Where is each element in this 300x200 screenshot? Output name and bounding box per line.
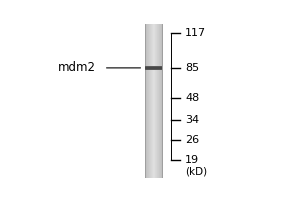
Bar bbox=[154, 24, 155, 178]
Bar bbox=[160, 24, 161, 178]
Bar bbox=[156, 24, 157, 178]
Bar bbox=[157, 24, 158, 178]
Bar bbox=[153, 24, 154, 178]
Bar bbox=[145, 24, 146, 178]
Bar bbox=[155, 24, 156, 178]
Bar bbox=[161, 24, 162, 178]
Bar bbox=[146, 68, 162, 69]
Bar bbox=[150, 24, 151, 178]
Text: 19: 19 bbox=[185, 155, 199, 165]
Bar bbox=[154, 24, 155, 178]
Bar bbox=[151, 24, 152, 178]
Bar bbox=[149, 24, 150, 178]
Bar bbox=[151, 24, 152, 178]
Bar bbox=[161, 24, 162, 178]
Bar bbox=[145, 24, 146, 178]
Bar bbox=[146, 67, 162, 68]
Bar bbox=[150, 24, 151, 178]
Bar bbox=[146, 68, 162, 69]
Text: 85: 85 bbox=[185, 63, 199, 73]
Bar bbox=[152, 24, 153, 178]
Bar bbox=[158, 24, 159, 178]
Bar bbox=[146, 66, 162, 67]
Bar bbox=[162, 24, 163, 178]
Text: (kD): (kD) bbox=[185, 166, 207, 176]
Bar bbox=[149, 24, 150, 178]
Bar bbox=[159, 24, 160, 178]
Bar bbox=[146, 69, 162, 70]
Bar bbox=[153, 24, 154, 178]
Bar bbox=[146, 67, 162, 68]
Bar bbox=[147, 24, 148, 178]
Bar bbox=[152, 24, 153, 178]
Bar bbox=[160, 24, 161, 178]
Bar bbox=[155, 24, 156, 178]
Text: 117: 117 bbox=[185, 28, 206, 38]
Bar bbox=[146, 24, 147, 178]
Bar bbox=[156, 24, 157, 178]
Text: 26: 26 bbox=[185, 135, 199, 145]
Bar bbox=[160, 24, 161, 178]
Bar bbox=[148, 24, 149, 178]
Text: 48: 48 bbox=[185, 93, 200, 103]
Text: 34: 34 bbox=[185, 115, 199, 125]
Bar bbox=[158, 24, 159, 178]
Bar bbox=[154, 24, 155, 178]
Bar bbox=[146, 24, 147, 178]
Bar bbox=[159, 24, 160, 178]
Text: mdm2: mdm2 bbox=[58, 61, 96, 74]
Bar bbox=[158, 24, 159, 178]
Bar bbox=[148, 24, 149, 178]
Bar bbox=[162, 24, 163, 178]
Bar bbox=[147, 24, 148, 178]
Bar bbox=[157, 24, 158, 178]
